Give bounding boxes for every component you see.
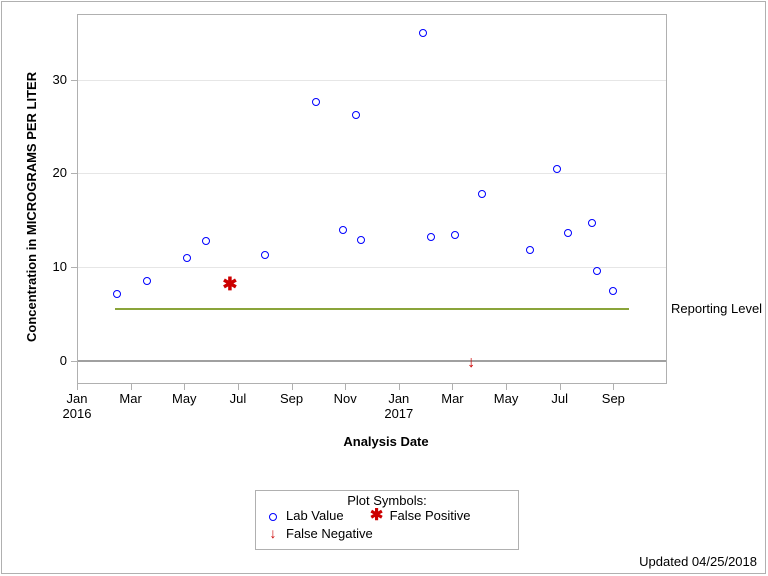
zero-line — [78, 360, 666, 362]
reporting-level-label: Reporting Level — [671, 301, 762, 316]
tick-mark — [71, 361, 77, 362]
lab-value-point — [588, 219, 596, 227]
lab-value-point — [553, 165, 561, 173]
gridline — [78, 80, 666, 81]
x-tick-label: Jul — [538, 392, 582, 407]
legend-item-lab-value: Lab Value — [264, 508, 344, 523]
y-tick-label: 30 — [35, 72, 67, 87]
lab-value-point — [427, 233, 435, 241]
x-tick-label: Mar — [430, 392, 474, 407]
circle-icon — [269, 513, 277, 521]
lab-value-point — [593, 267, 601, 275]
tick-mark — [399, 384, 400, 390]
tick-mark — [77, 384, 78, 390]
legend-item-false-negative: ↓ False Negative — [264, 525, 373, 541]
lab-value-point — [202, 237, 210, 245]
x-tick-label: Nov — [323, 392, 367, 407]
lab-value-point — [564, 229, 572, 237]
false-negative-point: ↓ — [467, 355, 475, 371]
tick-mark — [613, 384, 614, 390]
lab-value-point — [143, 277, 151, 285]
chart-frame: Concentration in MICROGRAMS PER LITER An… — [1, 1, 766, 574]
updated-footer: Updated 04/25/2018 — [639, 554, 757, 569]
tick-mark — [184, 384, 185, 390]
x-tick-label: May — [484, 392, 528, 407]
x-tick-label: May — [162, 392, 206, 407]
lab-value-point — [419, 29, 427, 37]
tick-mark — [238, 384, 239, 390]
lab-value-point — [312, 98, 320, 106]
x-tick-label: Sep — [591, 392, 635, 407]
legend-label: Lab Value — [286, 508, 344, 523]
tick-mark — [560, 384, 561, 390]
y-axis-title: Concentration in MICROGRAMS PER LITER — [24, 72, 39, 342]
lab-value-point — [357, 236, 365, 244]
tick-mark — [345, 384, 346, 390]
x-tick-label: Jan2017 — [377, 392, 421, 422]
y-tick-label: 0 — [35, 353, 67, 368]
tick-mark — [292, 384, 293, 390]
down-arrow-icon: ↓ — [264, 525, 282, 541]
x-tick-label: Jul — [216, 392, 260, 407]
x-tick-label: Sep — [270, 392, 314, 407]
x-tick-label: Mar — [109, 392, 153, 407]
lab-value-point — [451, 231, 459, 239]
tick-mark — [506, 384, 507, 390]
tick-mark — [71, 267, 77, 268]
tick-mark — [71, 80, 77, 81]
lab-value-point — [526, 246, 534, 254]
lab-value-point — [609, 287, 617, 295]
x-tick-label: Jan2016 — [55, 392, 99, 422]
lab-value-point — [183, 254, 191, 262]
legend-label: False Negative — [286, 526, 373, 541]
plot-area — [77, 14, 667, 384]
tick-mark — [452, 384, 453, 390]
tick-mark — [71, 173, 77, 174]
lab-value-point — [113, 290, 121, 298]
legend: Plot Symbols: Lab Value ✱ False Positive… — [255, 490, 519, 550]
y-tick-label: 10 — [35, 259, 67, 274]
gridline — [78, 267, 666, 268]
false-positive-point: ✱ — [222, 275, 237, 293]
legend-title: Plot Symbols: — [256, 491, 518, 508]
legend-label: False Positive — [390, 508, 471, 523]
y-tick-label: 20 — [35, 165, 67, 180]
lab-value-point — [478, 190, 486, 198]
gridline — [78, 173, 666, 174]
tick-mark — [131, 384, 132, 390]
asterisk-icon: ✱ — [368, 509, 386, 523]
reporting-level-line — [115, 308, 630, 310]
lab-value-point — [339, 226, 347, 234]
lab-value-point — [352, 111, 360, 119]
x-axis-title: Analysis Date — [2, 434, 768, 449]
legend-item-false-positive: ✱ False Positive — [368, 508, 471, 523]
lab-value-point — [261, 251, 269, 259]
